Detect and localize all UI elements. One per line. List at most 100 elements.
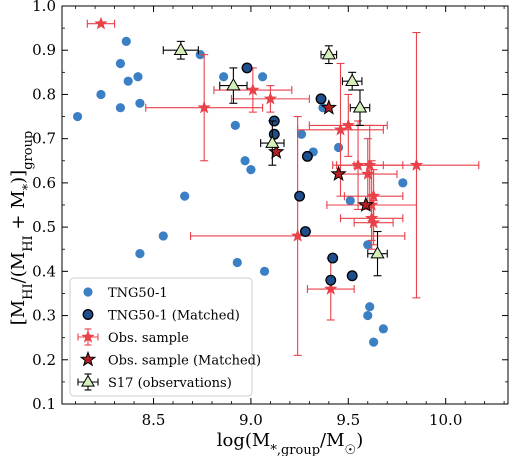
obs-sample-point [333,122,348,136]
tng50-matched-point [294,190,306,202]
y-tick-label: 0.7 [32,130,56,148]
axis-label-part: ☉ [345,443,357,456]
axis-label-part: *,group [270,443,320,456]
tng50-point [230,120,240,130]
s17-point [370,246,385,259]
axis-label-part: * [21,183,36,190]
axes: 8.5 9.0 9.5 10.0 0.1 0.2 0.3 0.4 0.5 0.6 0.7 0.8 0.9… [32,0,509,429]
obs-sample-point [263,91,278,105]
tng50-point [135,249,145,259]
legend-marker [83,287,93,297]
obs-sample-point [365,211,379,224]
obs-sample-point [94,16,108,30]
x-tick-label: 9.5 [336,411,360,429]
legend-marker [82,309,94,320]
tng50-point [72,111,83,122]
obs-sample-point [197,100,211,114]
axis-label-part: HI [21,283,36,299]
tng50-point [219,72,229,82]
legend-entry: S17 (observations) [77,373,232,391]
obs-matched-point [357,196,375,212]
tng50-matched-point [325,274,337,286]
legend-label: Obs. sample (Matched) [108,354,261,369]
tng50-point [363,240,373,250]
tng50-point [158,231,168,241]
tng50-point [180,191,190,201]
legend-label: TNG50-1 [108,286,168,301]
axis-label-part: HI [21,235,36,251]
x-axis-label: log(M*,group/M☉) [217,430,363,456]
plot-area [72,16,480,356]
tng50-point [96,89,106,100]
x-tick-label: 10.0 [429,411,462,429]
legend: TNG50-1 TNG50-1 (Matched) Obs. sample Obs. … [69,277,261,397]
legend-label: S17 (observations) [108,376,232,391]
legend-entry: Obs. sample [77,328,189,346]
tng50-point [123,76,133,86]
s17-point [321,47,336,60]
tng50-matched-point [315,93,327,105]
obs-matched-point [320,99,338,115]
s17-point [265,135,280,148]
tng50-point [232,257,242,268]
tng50-point [398,178,408,188]
obs-sample-point [246,83,260,96]
tng50-matched-point [268,128,280,140]
tng50-point [296,129,307,139]
tng50-point [135,98,145,108]
axis-label-part: [M [8,300,29,325]
legend-marker [81,374,95,387]
legend-label: Obs. sample [108,331,189,346]
obs-sample-point [291,228,305,242]
tng50-point [258,72,268,82]
y-tick-label: 0.4 [32,262,56,280]
tng50-point [121,36,131,46]
y-axis-label: [MHI/(MHI + M*)]group [8,131,36,326]
tng50-point [333,142,344,153]
x-tick-label: 9.0 [239,411,263,429]
y-tick-label: 0.9 [32,41,56,59]
legend-entry: Obs. sample (Matched) [79,350,261,369]
s17-point [352,100,368,113]
axis-label-part: log(M [217,430,271,451]
obs-sample-point [366,189,381,202]
y-tick-label: 0.8 [32,85,56,103]
tng50-point [240,156,250,166]
legend-box [69,277,253,397]
axis-label-part: + M [8,190,29,235]
legend-entry: TNG50-1 [83,286,168,301]
legend-marker [79,350,97,367]
obs-sample-point [361,167,375,180]
axis-label-part: group [21,131,36,170]
axis-label-part: /(M [8,252,29,284]
tng50-point [369,337,379,347]
y-tick-label: 0.3 [32,307,56,325]
y-tick-label: 0.1 [32,395,56,413]
y-tick-label: 1.0 [32,0,56,15]
tng50-matched-point [299,226,311,237]
legend-marker [81,330,95,343]
y-tick-label: 0.2 [32,351,56,369]
tng50-point [365,302,375,312]
s17-point [173,42,188,56]
tng50-point [345,195,355,206]
tng50-point [115,58,126,69]
tng50-point [363,310,373,321]
tng50-matched-point [327,252,339,264]
tng50-point [259,266,270,276]
tng50-point [115,103,126,113]
tng50-point [378,324,388,334]
obs-sample-point [409,158,424,171]
s17-point [345,73,360,86]
axis-label-part: /M [320,430,345,451]
y-tick-label: 0.5 [32,218,56,236]
s17-point [226,77,241,91]
legend-entry: TNG50-1 (Matched) [82,309,240,324]
axis-label-part: )] [8,170,29,184]
axis-label-part: ) [356,430,363,451]
obs-matched-point [330,165,347,182]
x-tick-label: 8.5 [142,411,166,429]
tng50-matched-point [301,150,313,162]
legend-label: TNG50-1 (Matched) [108,309,240,324]
tng50-point [246,165,256,175]
